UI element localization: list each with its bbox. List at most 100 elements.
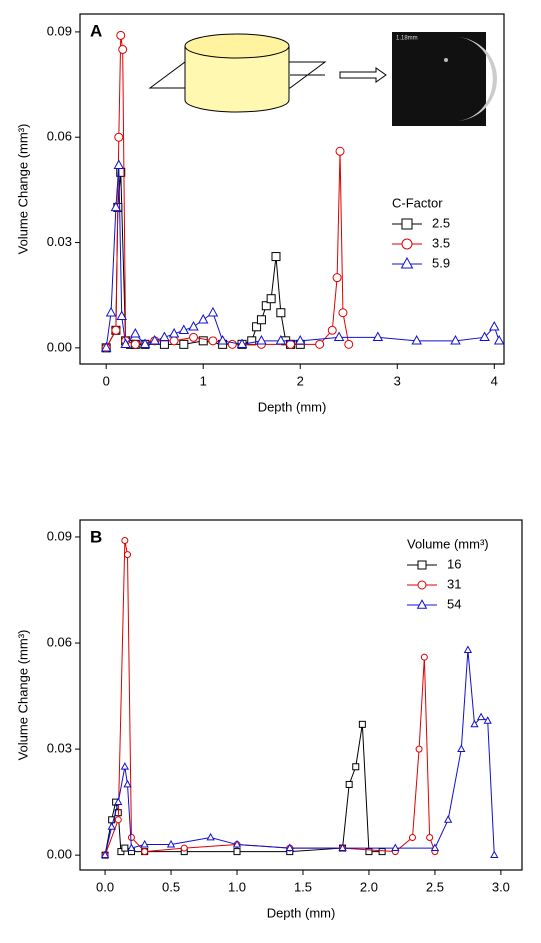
marker bbox=[365, 848, 373, 856]
series-line bbox=[104, 724, 383, 856]
x-tick-label: 4 bbox=[491, 373, 498, 388]
marker bbox=[217, 334, 228, 345]
marker bbox=[139, 338, 151, 349]
marker bbox=[408, 833, 416, 841]
marker bbox=[227, 339, 237, 349]
x-tick-label: 2.5 bbox=[426, 879, 444, 894]
marker bbox=[430, 843, 440, 851]
marker bbox=[493, 334, 505, 345]
y-tick-label: 0.03 bbox=[47, 741, 72, 756]
marker bbox=[247, 336, 257, 346]
marker bbox=[479, 331, 490, 342]
marker bbox=[286, 339, 296, 349]
marker bbox=[345, 780, 353, 788]
legend-title: C-Factor bbox=[392, 195, 443, 210]
cylinder-top bbox=[184, 33, 290, 59]
ct-image bbox=[392, 32, 486, 126]
y-axis-title: Volume Change (mm³) bbox=[15, 630, 30, 761]
marker bbox=[127, 833, 135, 841]
marker bbox=[100, 342, 112, 352]
marker bbox=[111, 325, 121, 335]
marker bbox=[159, 339, 169, 349]
marker bbox=[169, 336, 179, 346]
marker bbox=[198, 336, 208, 346]
marker bbox=[417, 560, 427, 570]
marker bbox=[338, 843, 347, 851]
marker bbox=[276, 308, 286, 318]
marker bbox=[332, 273, 342, 283]
marker bbox=[120, 338, 131, 349]
marker bbox=[261, 301, 271, 311]
plot-frame bbox=[79, 13, 505, 365]
marker bbox=[489, 320, 500, 331]
ct-spot bbox=[444, 58, 448, 62]
legend-title: Volume (mm³) bbox=[407, 536, 489, 551]
marker bbox=[378, 848, 386, 856]
marker bbox=[352, 763, 360, 771]
legend-label: 5.9 bbox=[432, 255, 450, 270]
y-tick-label: 0.06 bbox=[47, 634, 72, 649]
marker bbox=[118, 44, 128, 54]
marker bbox=[123, 551, 131, 559]
marker bbox=[417, 580, 427, 590]
marker bbox=[113, 159, 125, 170]
x-tick-label: 3 bbox=[394, 373, 401, 388]
y-tick-label: 0.06 bbox=[47, 129, 72, 144]
marker bbox=[476, 712, 486, 721]
marker bbox=[426, 833, 434, 841]
marker bbox=[450, 334, 461, 345]
y-axis-title: Volume Change (mm³) bbox=[15, 124, 30, 255]
marker bbox=[295, 334, 306, 345]
marker bbox=[178, 324, 190, 334]
marker bbox=[463, 645, 473, 654]
marker bbox=[256, 334, 267, 345]
x-tick-label: 0.5 bbox=[162, 879, 180, 894]
marker bbox=[114, 132, 124, 142]
x-tick-label: 2 bbox=[297, 373, 304, 388]
marker bbox=[285, 843, 294, 851]
marker bbox=[208, 336, 218, 346]
marker bbox=[117, 848, 125, 856]
marker bbox=[233, 848, 241, 856]
marker bbox=[127, 843, 136, 851]
marker bbox=[197, 313, 209, 324]
marker bbox=[141, 848, 149, 856]
legend-label: 3.5 bbox=[432, 235, 450, 250]
x-tick-label: 0 bbox=[103, 373, 110, 388]
marker bbox=[114, 797, 123, 806]
marker bbox=[189, 332, 199, 342]
x-tick-label: 2.0 bbox=[360, 879, 378, 894]
marker bbox=[490, 850, 499, 859]
marker bbox=[110, 201, 122, 212]
y-tick-label: 0.09 bbox=[47, 23, 72, 38]
marker bbox=[232, 839, 242, 848]
marker bbox=[116, 30, 126, 40]
marker bbox=[188, 320, 199, 331]
marker bbox=[266, 294, 276, 304]
marker bbox=[271, 252, 281, 262]
marker bbox=[207, 306, 219, 317]
marker bbox=[411, 334, 422, 345]
x-axis-title: Depth (mm) bbox=[267, 905, 336, 920]
marker bbox=[252, 322, 262, 332]
marker bbox=[116, 310, 127, 320]
marker bbox=[256, 315, 266, 325]
marker bbox=[401, 238, 413, 250]
legend-label: 16 bbox=[447, 556, 461, 571]
marker bbox=[149, 334, 160, 345]
marker bbox=[121, 537, 129, 545]
y-tick-label: 0.00 bbox=[47, 339, 72, 354]
marker bbox=[416, 599, 428, 609]
marker bbox=[315, 339, 325, 349]
x-tick-label: 0.0 bbox=[96, 879, 114, 894]
marker bbox=[358, 720, 366, 728]
x-axis-title: Depth (mm) bbox=[258, 399, 327, 414]
marker bbox=[335, 146, 345, 156]
arrow bbox=[339, 67, 387, 83]
x-tick-label: 1.0 bbox=[228, 879, 246, 894]
marker bbox=[179, 339, 189, 349]
x-tick-label: 3.0 bbox=[492, 879, 510, 894]
marker bbox=[443, 815, 453, 823]
inset-label: 1.18mm bbox=[396, 36, 418, 42]
marker bbox=[327, 325, 337, 335]
